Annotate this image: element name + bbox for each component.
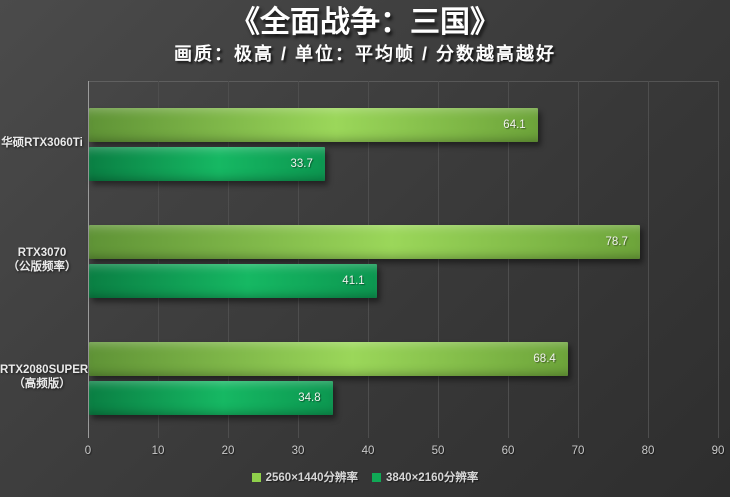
bar: 64.1: [89, 108, 538, 142]
chart-subtitle: 画质：极高 / 单位：平均帧 / 分数越高越好: [173, 44, 556, 64]
category-label: RTX3070 （公版频率）: [7, 247, 77, 273]
bar-value-label: 41.1: [342, 275, 365, 287]
x-tick-label: 70: [571, 445, 585, 457]
bar: 33.7: [89, 147, 325, 181]
x-tick-label: 60: [501, 445, 515, 457]
category-label: 华硕RTX3060Ti: [1, 137, 83, 149]
bar-value-label: 78.7: [605, 236, 628, 248]
x-tick-label: 20: [221, 445, 235, 457]
category-label: RTX2080SUPER （高频版）: [0, 364, 89, 390]
legend-item: 3840×2160分辨率: [372, 469, 478, 485]
bar: 41.1: [89, 264, 377, 298]
gridline: [508, 81, 509, 438]
x-tick-label: 50: [431, 445, 445, 457]
x-tick-label: 90: [711, 445, 725, 457]
gridline: [228, 81, 229, 438]
bar-value-label: 33.7: [290, 158, 313, 170]
legend-item: 2560×1440分辨率: [251, 469, 358, 485]
bar-value-label: 34.8: [298, 392, 321, 404]
bar: 34.8: [89, 381, 333, 415]
bar: 68.4: [89, 342, 568, 376]
legend-label: 2560×1440分辨率: [265, 472, 358, 484]
bar-value-label: 64.1: [503, 119, 526, 131]
x-tick-label: 0: [84, 445, 92, 457]
bar-value-label: 68.4: [533, 353, 556, 365]
gridline: [298, 81, 299, 438]
legend-swatch: [372, 472, 381, 482]
bar: 78.7: [89, 225, 640, 259]
gridline: [648, 81, 649, 438]
x-tick-label: 10: [151, 445, 165, 457]
chart-header: 《全面战争：三国》 画质：极高 / 单位：平均帧 / 分数越高越好: [0, 4, 730, 66]
x-tick-label: 30: [291, 445, 305, 457]
x-tick-label: 40: [361, 445, 375, 457]
gridline: [578, 81, 579, 438]
chart-title: 《全面战争：三国》: [230, 6, 500, 39]
gridline: [368, 81, 369, 438]
gridline: [438, 81, 439, 438]
gridline: [158, 81, 159, 438]
plot-top-border: [88, 81, 718, 82]
y-axis-line: [88, 81, 89, 438]
legend: 2560×1440分辨率 3840×2160分辨率: [0, 466, 730, 488]
legend-swatch: [251, 472, 261, 482]
gridline: [718, 81, 719, 438]
x-tick-label: 80: [641, 445, 655, 457]
legend-label: 3840×2160分辨率: [386, 472, 479, 484]
